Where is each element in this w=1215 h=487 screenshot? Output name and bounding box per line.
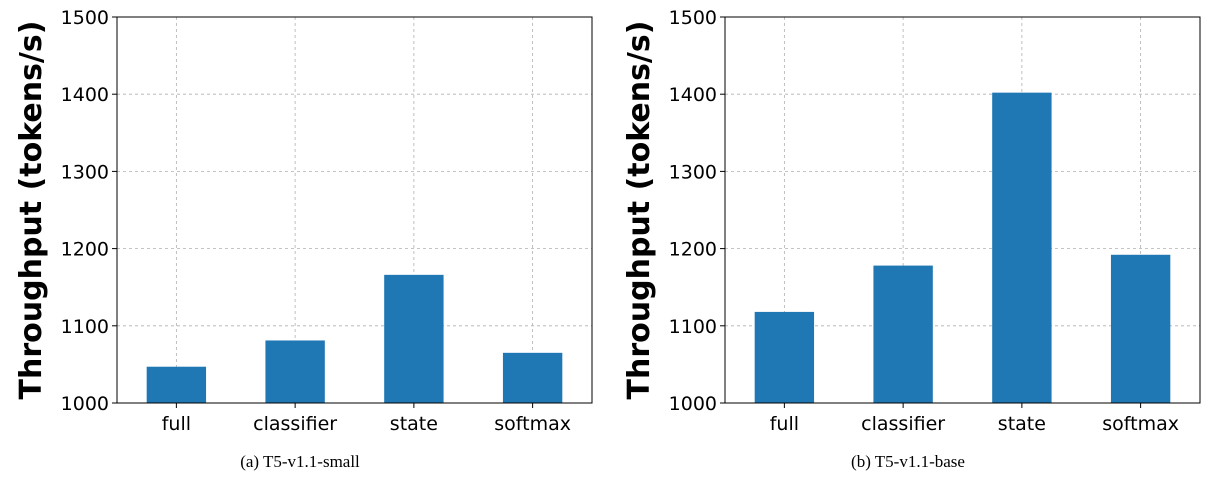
x-tick-label-state: state [998,413,1046,435]
axes-frame [116,16,593,404]
x-tick-label-classifier: classifier [861,413,945,435]
caption-right: (b) T5-v1.1-base [851,452,965,471]
y-tick-label: 1200 [669,239,717,261]
figure-right: 1000 1100 1200 1300 1400 1500 full classifier st… [608,0,1208,487]
y-tick-label: 1000 [669,393,717,415]
bar-softmax [502,352,563,403]
x-tick-label-state: state [390,413,438,435]
figure-left: 1000 1100 1200 1300 1400 1500 full classifier st… [0,0,600,487]
chart-left: 1000 1100 1200 1300 1400 1500 full classifier st… [14,7,593,435]
bar-full [754,311,815,403]
caption-left: (a) T5-v1.1-small [240,452,360,471]
bar-softmax [1110,254,1171,403]
bar-state [992,92,1052,403]
x-tick-label-softmax: softmax [494,413,571,435]
bar-full [146,366,207,403]
x-tick-label-full: full [162,413,191,435]
y-axis-label: Throughput (tokens/s) [14,21,49,400]
bar-classifier [873,265,933,403]
x-tick-label-softmax: softmax [1102,413,1179,435]
chart-right: 1000 1100 1200 1300 1400 1500 full classifier st… [622,7,1201,435]
y-tick-label: 1500 [61,7,109,29]
x-tick-label-full: full [770,413,799,435]
y-tick-label: 1000 [61,393,109,415]
y-tick-label: 1100 [669,316,717,338]
y-axis-label: Throughput (tokens/s) [622,21,657,400]
bar-state [384,274,444,403]
x-tick-label-classifier: classifier [253,413,337,435]
y-tick-label: 1400 [669,84,717,106]
y-tick-label: 1300 [61,161,109,183]
y-tick-label: 1300 [669,161,717,183]
axes-frame [724,16,1201,404]
y-tick-label: 1500 [669,7,717,29]
y-tick-label: 1200 [61,239,109,261]
y-tick-label: 1100 [61,316,109,338]
y-tick-label: 1400 [61,84,109,106]
bar-classifier [265,340,325,403]
